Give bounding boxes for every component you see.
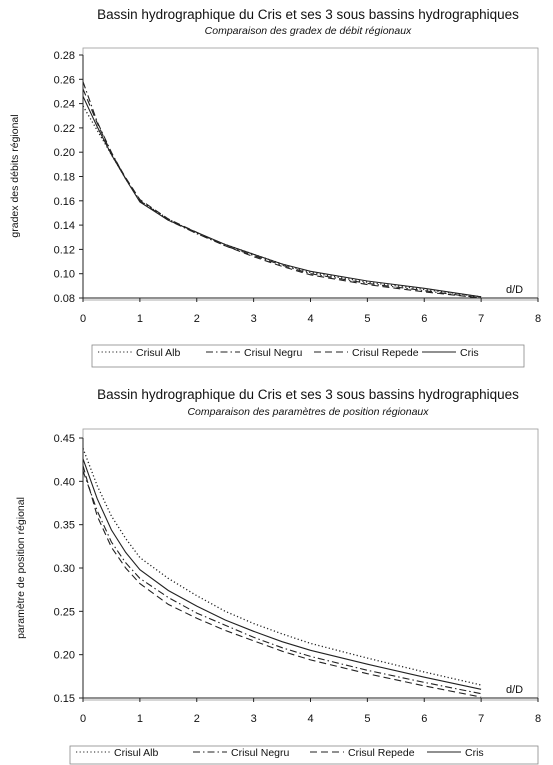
legend: Crisul Alb Crisul Negru Crisul Repede Cris	[69, 745, 539, 765]
x-tick-label: 6	[421, 313, 427, 325]
y-tick-label: 0.08	[54, 293, 75, 305]
x-tick-label: 2	[194, 313, 200, 325]
x-tick-label: 6	[421, 713, 427, 725]
series-line-2	[82, 470, 482, 695]
x-tick-label: 4	[307, 713, 313, 725]
legend-label-4: Cris	[460, 347, 479, 359]
x-tick-label: 8	[535, 713, 541, 725]
y-tick-label: 0.20	[54, 147, 75, 159]
legend: Crisul Alb Crisul Negru Crisul Repede Cris	[91, 344, 525, 368]
x-tick-label: 1	[137, 313, 143, 325]
x-axis-label: d/D	[506, 684, 523, 696]
y-tick-label: 0.15	[54, 693, 75, 705]
y-tick-label: 0.28	[54, 50, 75, 62]
plot-area: 0.15 0.20 0.25 0.30 0.35 0.40 0.45 0 1 2 3 4 5 6 7 8	[54, 433, 541, 725]
x-tick-label: 5	[364, 313, 370, 325]
legend-label-3: Crisul Repede	[352, 347, 419, 359]
y-tick-label: 0.10	[54, 269, 75, 281]
y-axis-label: paramètre de position régional	[15, 497, 27, 639]
x-axis-label: d/D	[506, 284, 523, 296]
y-tick-label: 0.26	[54, 74, 75, 86]
y-tick-label: 0.14	[54, 220, 75, 232]
y-tick-label: 0.16	[54, 196, 75, 208]
x-tick-label: 0	[80, 713, 86, 725]
legend-label-1: Crisul Alb	[114, 747, 159, 759]
legend-box	[69, 745, 539, 765]
legend-label-2: Crisul Negru	[244, 347, 303, 359]
series-line-2	[82, 81, 482, 299]
legend-label-4: Cris	[465, 747, 484, 759]
x-tick-label: 2	[194, 713, 200, 725]
x-tick-label: 5	[364, 713, 370, 725]
legend-label-1: Crisul Alb	[136, 347, 181, 359]
series-line-1	[82, 448, 482, 686]
y-tick-label: 0.30	[54, 563, 75, 575]
chart-gradex-debits: Bassin hydrographique du Cris et ses 3 s…	[9, 7, 541, 368]
chart-title: Bassin hydrographique du Cris et ses 3 s…	[97, 387, 519, 402]
chart-subtitle: Comparaison des gradex de débit régionau…	[205, 25, 412, 37]
x-tick-label: 3	[251, 713, 257, 725]
chart-title: Bassin hydrographique du Cris et ses 3 s…	[97, 7, 519, 22]
y-tick-label: 0.12	[54, 244, 75, 256]
series-line-1	[82, 105, 482, 298]
y-tick-label: 0.20	[54, 650, 75, 662]
plot-frame	[82, 47, 539, 301]
series-line-4	[82, 96, 482, 298]
y-tick-label: 0.18	[54, 172, 75, 184]
chart-subtitle: Comparaison des paramètres de position r…	[187, 406, 429, 418]
x-tick-label: 8	[535, 313, 541, 325]
series-line-3	[82, 465, 482, 698]
legend-label-2: Crisul Negru	[231, 747, 290, 759]
y-tick-label: 0.25	[54, 606, 75, 618]
y-axis-label: gradex des débits régional	[9, 114, 21, 237]
x-tick-label: 7	[478, 313, 484, 325]
plot-area: 0.08 0.10 0.12 0.14 0.16 0.18 0.20 0.22 0.24 0.26…	[54, 50, 541, 325]
y-tick-label: 0.24	[54, 99, 75, 111]
x-tick-label: 3	[251, 313, 257, 325]
y-tick-label: 0.45	[54, 433, 75, 445]
x-tick-label: 7	[478, 713, 484, 725]
legend-label-3: Crisul Repede	[348, 747, 415, 759]
x-tick-label: 4	[307, 313, 313, 325]
series-line-4	[82, 458, 482, 690]
y-tick-label: 0.22	[54, 123, 75, 135]
x-tick-label: 1	[137, 713, 143, 725]
chart-parametre-position: Bassin hydrographique du Cris et ses 3 s…	[15, 387, 541, 765]
x-tick-label: 0	[80, 313, 86, 325]
y-tick-label: 0.35	[54, 520, 75, 532]
series-line-3	[82, 88, 482, 299]
legend-box	[91, 344, 525, 368]
y-tick-label: 0.40	[54, 476, 75, 488]
